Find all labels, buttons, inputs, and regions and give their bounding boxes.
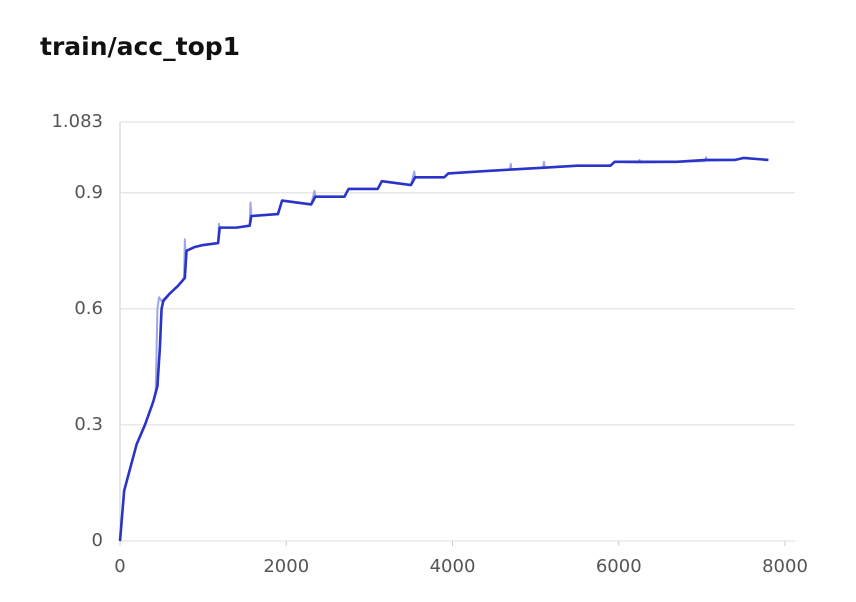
y-tick-label: 0.3 bbox=[74, 414, 103, 435]
chart-title: train/acc_top1 bbox=[40, 32, 240, 61]
y-tick-label: 1.083 bbox=[51, 111, 103, 132]
y-tick-label: 0.6 bbox=[74, 298, 103, 319]
y-tick-label: 0.9 bbox=[74, 182, 103, 203]
series-line bbox=[119, 156, 769, 542]
x-tick-label: 0 bbox=[114, 556, 125, 577]
x-tick-label: 2000 bbox=[263, 556, 309, 577]
series-line bbox=[118, 156, 769, 542]
x-tick-label: 4000 bbox=[430, 556, 476, 577]
x-tick-label: 6000 bbox=[596, 556, 642, 577]
y-tick-label: 0 bbox=[92, 530, 103, 551]
x-tick-label: 8000 bbox=[762, 556, 808, 577]
